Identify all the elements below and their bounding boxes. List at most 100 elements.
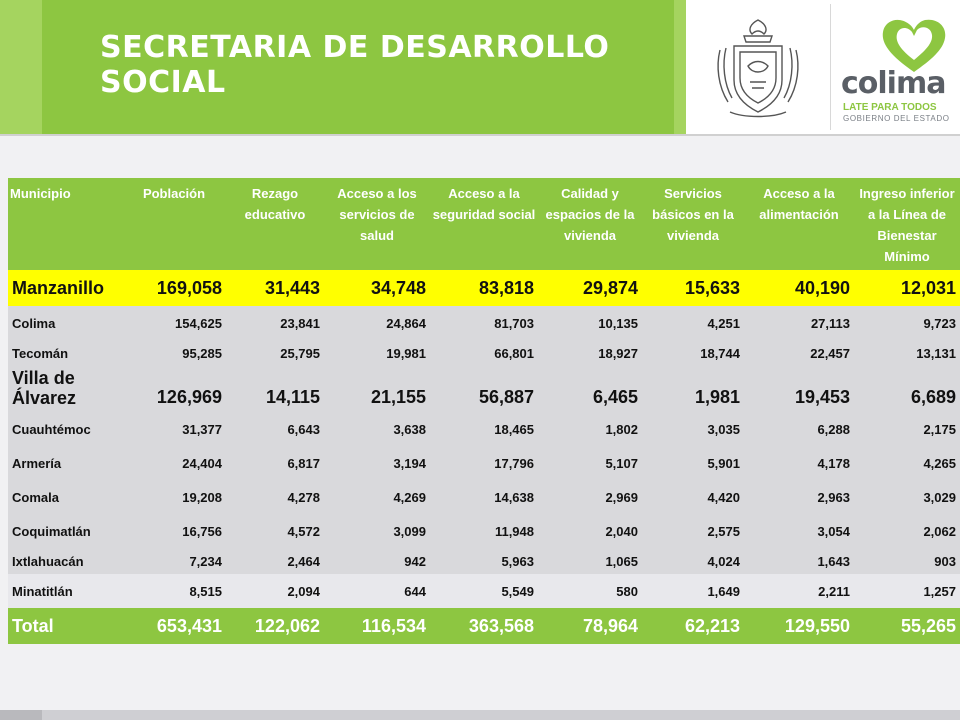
header-stripe-right	[674, 0, 686, 134]
cell: Colima	[8, 306, 122, 340]
cell: Cuauhtémoc	[8, 412, 122, 446]
logo-subtitle: GOBIERNO DEL ESTADO	[843, 114, 950, 123]
cell: Villa de Álvarez	[8, 366, 122, 412]
cell: 9,723	[854, 306, 960, 340]
cell: 1,065	[538, 548, 642, 574]
cell: 169,058	[122, 270, 226, 306]
table-row: Ixtlahuacán 7,234 2,464 942 5,963 1,065 …	[8, 548, 960, 574]
cell: 95,285	[122, 340, 226, 366]
poverty-indicators-table: Municipio Población Rezago educativo Acc…	[8, 178, 960, 644]
cell: 34,748	[324, 270, 430, 306]
cell: 363,568	[430, 608, 538, 644]
cell: Total	[8, 608, 122, 644]
table-row: Minatitlán 8,515 2,094 644 5,549 580 1,6…	[8, 574, 960, 608]
header-stripe-left	[0, 0, 42, 134]
cell: 580	[538, 574, 642, 608]
cell: 2,175	[854, 412, 960, 446]
cell: 6,817	[226, 446, 324, 480]
logo-tagline: LATE PARA TODOS	[843, 102, 937, 113]
cell: 81,703	[430, 306, 538, 340]
cell: 6,689	[854, 366, 960, 412]
table-header-row: Municipio Población Rezago educativo Acc…	[8, 178, 960, 270]
cell: 14,638	[430, 480, 538, 514]
cell: 1,257	[854, 574, 960, 608]
cell: 3,099	[324, 514, 430, 548]
col-header-rezago: Rezago educativo	[226, 178, 324, 270]
cell: 27,113	[744, 306, 854, 340]
cell: 18,927	[538, 340, 642, 366]
table-row: Tecomán 95,285 25,795 19,981 66,801 18,9…	[8, 340, 960, 366]
cell: 5,901	[642, 446, 744, 480]
col-header-servicios: Servicios básicos en la vivienda	[642, 178, 744, 270]
cell: 78,964	[538, 608, 642, 644]
cell: 116,534	[324, 608, 430, 644]
cell: 2,211	[744, 574, 854, 608]
cell: 942	[324, 548, 430, 574]
cell: 24,404	[122, 446, 226, 480]
cell: 12,031	[854, 270, 960, 306]
col-header-calidad: Calidad y espacios de la vivienda	[538, 178, 642, 270]
col-header-alimentacion: Acceso a la alimentación	[744, 178, 854, 270]
cell: 3,035	[642, 412, 744, 446]
cell: 55,265	[854, 608, 960, 644]
cell: 11,948	[430, 514, 538, 548]
cell: 15,633	[642, 270, 744, 306]
cell: 129,550	[744, 608, 854, 644]
page-title: SECRETARIA DE DESARROLLO SOCIAL	[100, 30, 610, 100]
cell: 25,795	[226, 340, 324, 366]
cell: 126,969	[122, 366, 226, 412]
logo-word: colima	[841, 66, 946, 101]
cell: 644	[324, 574, 430, 608]
cell: 7,234	[122, 548, 226, 574]
cell: 3,194	[324, 446, 430, 480]
cell: 24,864	[324, 306, 430, 340]
cell: 29,874	[538, 270, 642, 306]
cell: Manzanillo	[8, 270, 122, 306]
cell: Comala	[8, 480, 122, 514]
cell: 16,756	[122, 514, 226, 548]
cell: 903	[854, 548, 960, 574]
cell: 4,265	[854, 446, 960, 480]
cell: 154,625	[122, 306, 226, 340]
cell: 5,549	[430, 574, 538, 608]
cell: 18,744	[642, 340, 744, 366]
col-header-ingreso: Ingreso inferior a la Línea de Bienestar…	[854, 178, 960, 270]
cell: 2,040	[538, 514, 642, 548]
state-seal-icon	[717, 19, 799, 118]
cell: 2,969	[538, 480, 642, 514]
cell: 1,981	[642, 366, 744, 412]
header-divider	[0, 134, 960, 136]
heart-logo-icon	[882, 19, 946, 73]
cell: 10,135	[538, 306, 642, 340]
cell: Minatitlán	[8, 574, 122, 608]
cell: 3,638	[324, 412, 430, 446]
cell: 40,190	[744, 270, 854, 306]
cell: 5,963	[430, 548, 538, 574]
col-header-poblacion: Población	[122, 178, 226, 270]
cell: 3,054	[744, 514, 854, 548]
cell: 2,575	[642, 514, 744, 548]
cell: 122,062	[226, 608, 324, 644]
cell: 2,963	[744, 480, 854, 514]
table-row: Cuauhtémoc 31,377 6,643 3,638 18,465 1,8…	[8, 412, 960, 446]
cell: Armería	[8, 446, 122, 480]
cell: 6,643	[226, 412, 324, 446]
cell: 4,420	[642, 480, 744, 514]
footer-band	[0, 710, 960, 720]
cell: 8,515	[122, 574, 226, 608]
table-row: Colima 154,625 23,841 24,864 81,703 10,1…	[8, 306, 960, 340]
cell: 6,288	[744, 412, 854, 446]
cell: 653,431	[122, 608, 226, 644]
cell: 4,278	[226, 480, 324, 514]
col-header-seguridad: Acceso a la seguridad social	[430, 178, 538, 270]
cell: 2,094	[226, 574, 324, 608]
cell: 18,465	[430, 412, 538, 446]
colima-logo: colima LATE PARA TODOS GOBIERNO DEL ESTA…	[830, 4, 960, 130]
cell: 4,269	[324, 480, 430, 514]
cell: 3,029	[854, 480, 960, 514]
cell: 19,453	[744, 366, 854, 412]
col-header-municipio: Municipio	[8, 178, 122, 270]
cell: Tecomán	[8, 340, 122, 366]
col-header-salud: Acceso a los servicios de salud	[324, 178, 430, 270]
cell: 19,208	[122, 480, 226, 514]
